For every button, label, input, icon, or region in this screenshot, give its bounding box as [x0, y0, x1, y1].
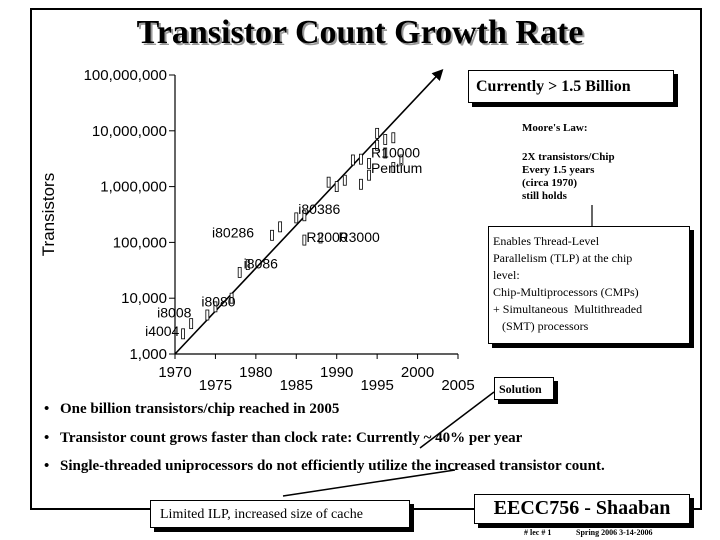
tlp-line-5: + Simultaneous Multithreaded [493, 302, 643, 316]
moore-law-lines: 2X transistors/Chip Every 1.5 years (circa… [522, 151, 615, 203]
moore-law-line-3: (circa 1970) [522, 177, 578, 189]
bullet-1-text: One billion transistors/chip reached in … [60, 401, 340, 417]
data-point [270, 229, 274, 241]
data-point [367, 169, 371, 181]
currently-callout: Currently > 1.5 Billion [468, 70, 674, 103]
moore-law-line-1: 2X transistors/Chip [522, 151, 615, 163]
tlp-line-1: Enables Thread-Level [493, 234, 600, 248]
chip-label: Pentium [371, 160, 422, 176]
x-tick-label: 1975 [199, 377, 232, 394]
data-point [213, 301, 218, 313]
y-tick-label: 1,000,000 [100, 179, 167, 196]
bullet-1: • One billion transistors/chip reached in… [44, 401, 340, 417]
data-point [367, 158, 371, 169]
moore-law-line-4: still holds [522, 190, 567, 202]
bullet-3-text: Single-threaded uniprocessors do not eff… [60, 458, 605, 474]
x-tick-label: 1970 [158, 364, 191, 381]
y-axis-label: Transistors [39, 173, 58, 256]
data-point [237, 266, 242, 278]
currently-text: Currently > 1.5 Billion [476, 78, 631, 95]
y-tick-label: 10,000,000 [92, 123, 167, 140]
tlp-line-2: Parallelism (TLP) at the chip [493, 251, 633, 265]
data-point [383, 134, 388, 145]
chip-label: i80386 [298, 201, 340, 217]
data-point [359, 178, 363, 190]
data-point [205, 309, 210, 321]
data-point [318, 232, 323, 244]
data-point [391, 132, 396, 144]
slide-title: Transistor Count Growth Rate [136, 14, 584, 51]
tlp-lines: Enables Thread-Level Parallelism (TLP) at… [493, 233, 689, 335]
data-point [334, 181, 339, 192]
chip-label: R3000 [339, 229, 380, 245]
data-point [399, 154, 404, 166]
chip-label: R2000 [306, 229, 347, 245]
data-point [294, 212, 299, 224]
data-point [375, 139, 380, 151]
chip-label: i8008 [157, 305, 191, 321]
data-point [326, 176, 331, 188]
y-tick-label: 100,000 [113, 234, 167, 251]
tlp-line-4: Chip-Multiprocessors (CMPs) [493, 285, 639, 299]
solution-callout: Solution [494, 377, 554, 400]
data-point [342, 174, 347, 186]
tlp-line-6: (SMT) processors [493, 319, 589, 333]
data-point [229, 292, 234, 304]
chip-label: R10000 [371, 144, 420, 160]
tlp-callout: Enables Thread-Level Parallelism (TLP) at… [488, 226, 690, 344]
data-point [278, 221, 283, 233]
data-point [181, 328, 185, 340]
limited-ilp-box: Limited ILP, increased size of cache [150, 500, 410, 528]
data-point [350, 154, 355, 166]
data-point [383, 147, 388, 159]
data-point [302, 234, 307, 246]
chip-label: i8080 [201, 294, 235, 310]
y-tick-label: 100,000,000 [84, 67, 167, 84]
limited-ilp-text: Limited ILP, increased size of cache [160, 507, 363, 522]
chip-label: i4004 [145, 323, 179, 339]
solution-text: Solution [499, 382, 542, 396]
moore-law-line-2: Every 1.5 years [522, 164, 595, 176]
x-tick-label: 1990 [320, 364, 353, 381]
x-tick-label: 1985 [280, 377, 313, 394]
chip-label: i8086 [244, 255, 278, 271]
data-point [245, 259, 250, 271]
y-tick-label: 10,000 [121, 290, 167, 307]
x-tick-label: 2000 [401, 364, 434, 381]
data-point [302, 210, 307, 222]
lecture-number: # lec # 1 [524, 528, 552, 537]
transistor-chart: 1,000 10,000 100,000 1,000,000 10,000,000 100… [39, 67, 475, 394]
moore-trend-line [174, 68, 444, 355]
x-tick-label: 2005 [441, 377, 474, 394]
bullet-2: • Transistor count grows faster than cloc… [44, 430, 523, 446]
tlp-line-3: level: [493, 268, 520, 282]
x-tick-label: 1980 [239, 364, 272, 381]
chip-label: i80286 [212, 224, 254, 240]
bullet-2-text: Transistor count grows faster than clock… [60, 430, 523, 446]
x-tick-label: 1995 [360, 377, 393, 394]
y-tick-label: 1,000 [129, 346, 167, 363]
data-point [189, 318, 194, 330]
course-box: EECC756 - Shaaban [474, 494, 690, 524]
data-point [375, 127, 380, 139]
moore-law-title: Moore's Law: [522, 122, 588, 134]
course-label: EECC756 - Shaaban [493, 497, 671, 519]
data-point [391, 162, 396, 173]
data-point [359, 153, 363, 165]
lecture-date: Spring 2006 3-14-2006 [576, 528, 653, 537]
bullet-3: • Single-threaded uniprocessors do not ef… [44, 458, 605, 474]
